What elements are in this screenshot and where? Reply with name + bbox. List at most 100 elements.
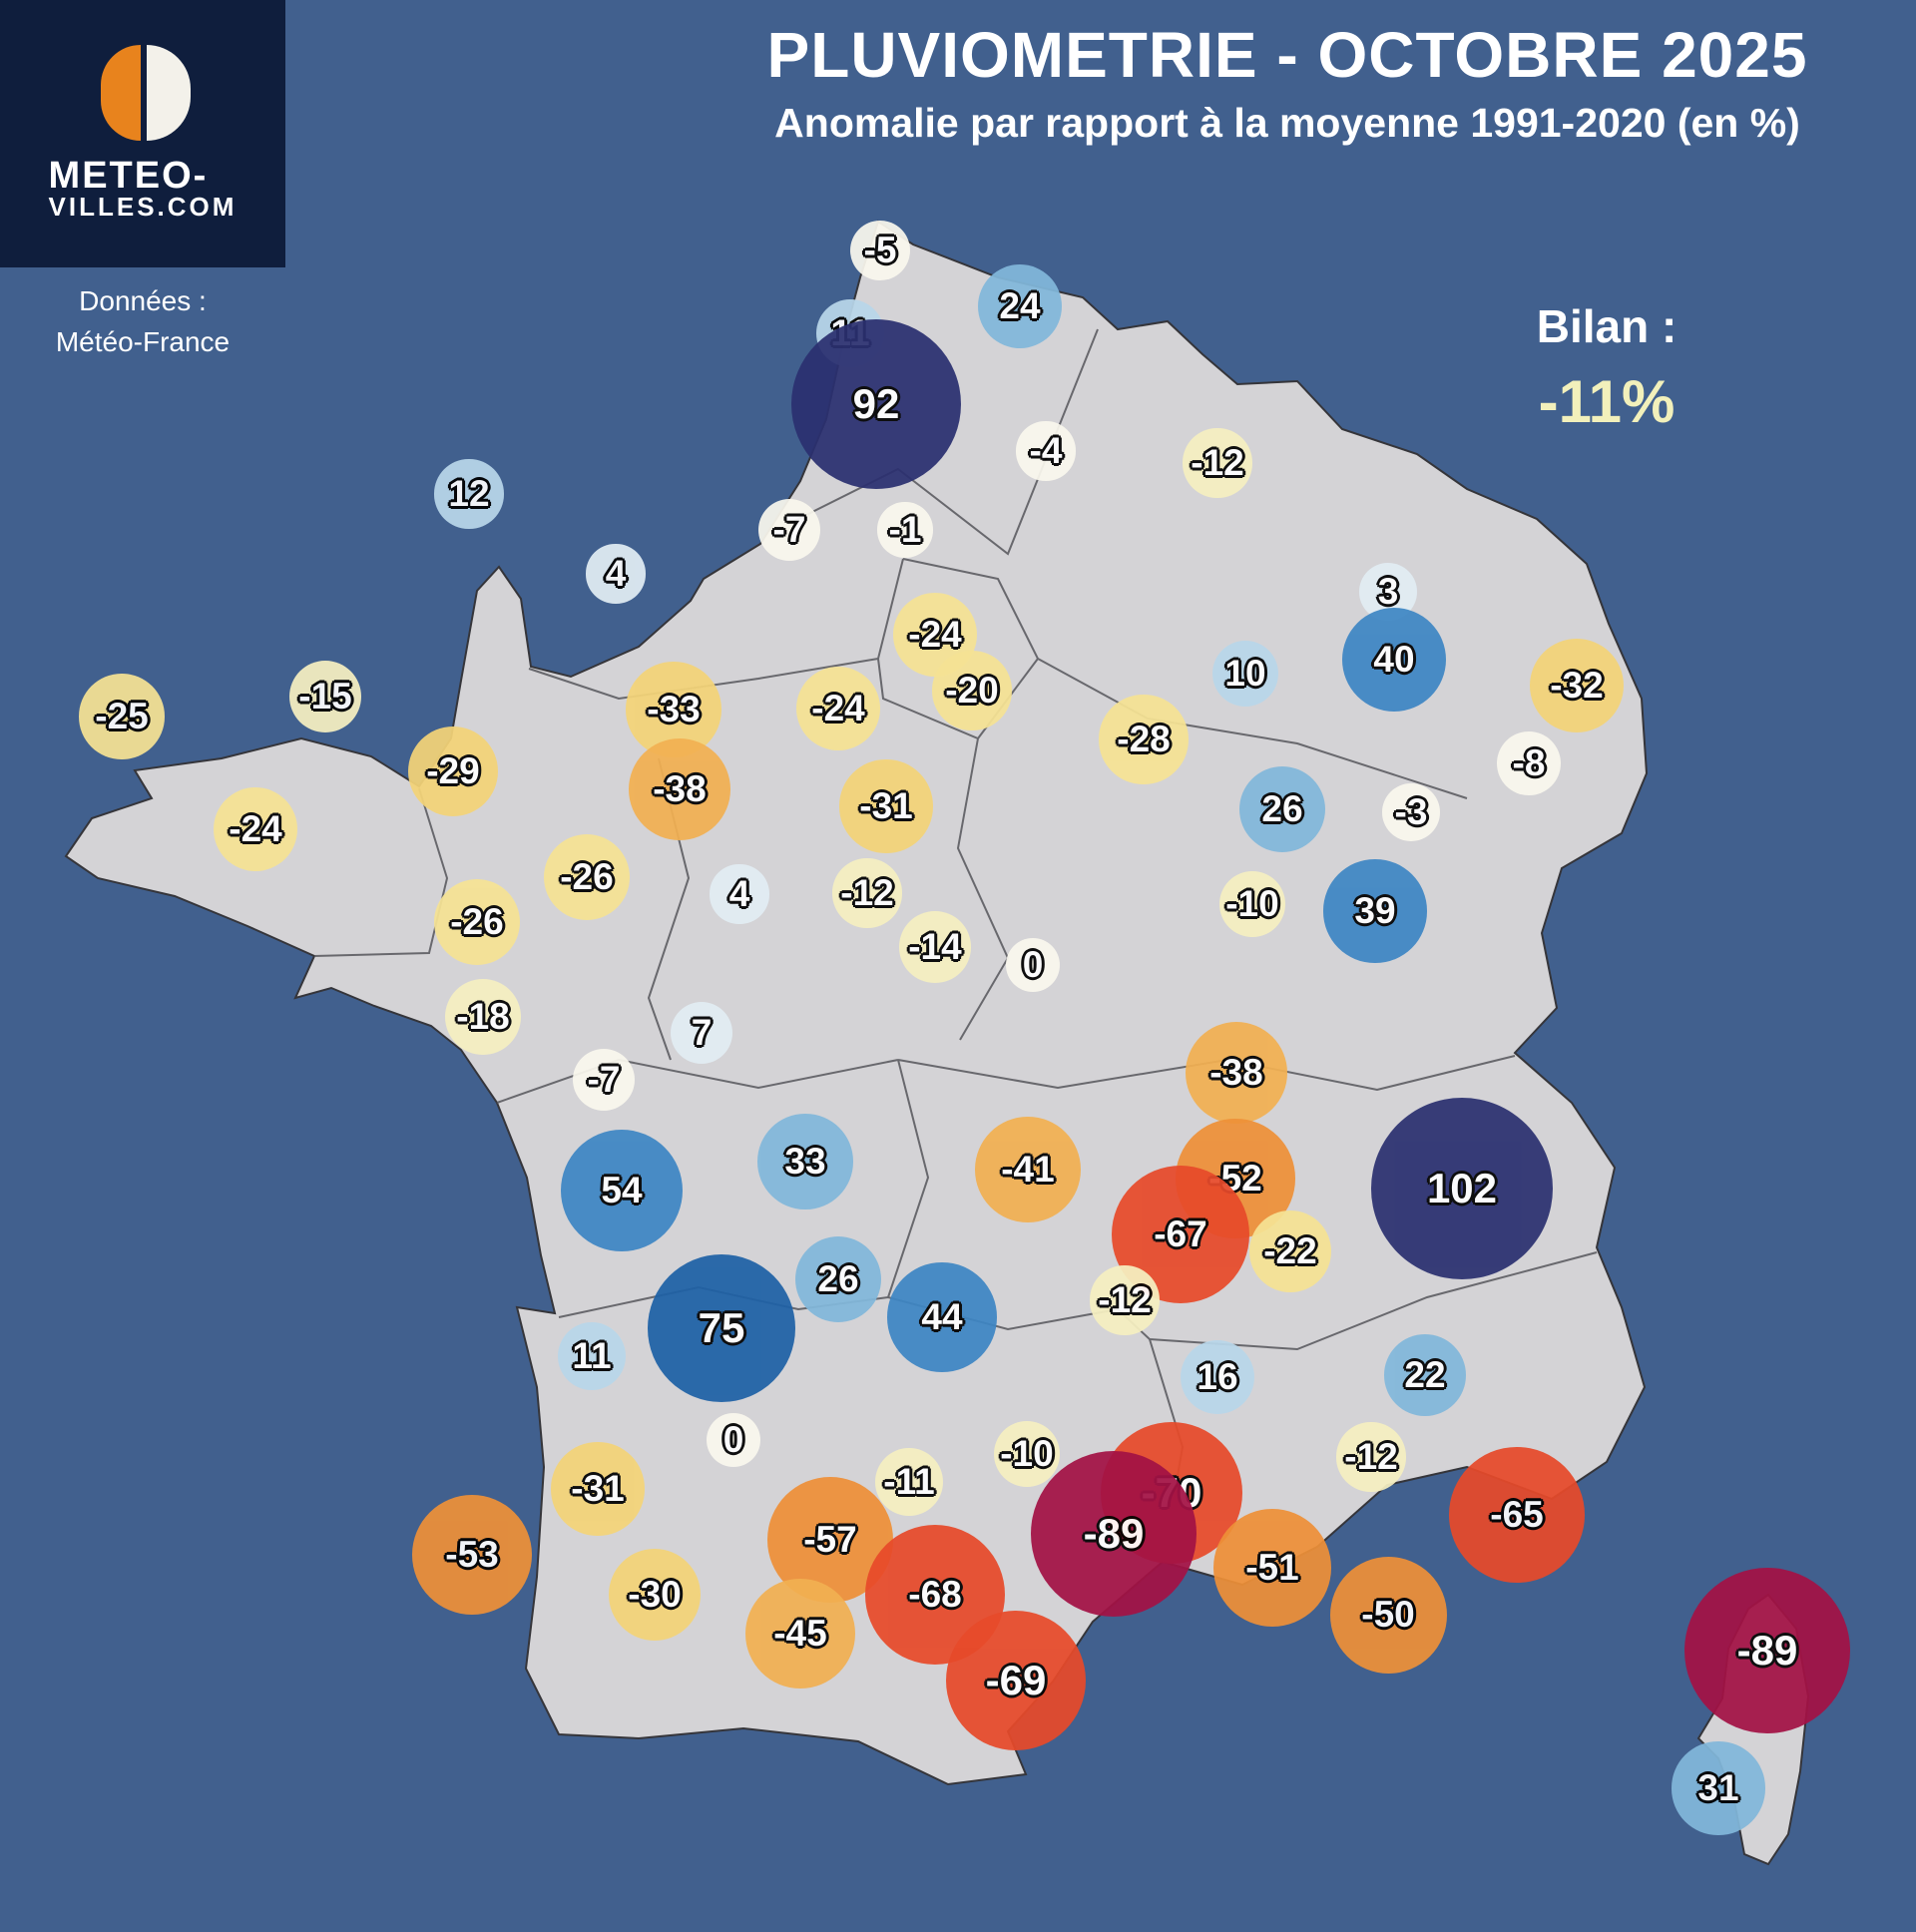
anomaly-value: 75 [698,1304,745,1351]
anomaly-value: -68 [908,1573,962,1615]
anomaly-bubble: -24 [795,666,881,751]
anomaly-value: 44 [921,1295,963,1337]
anomaly-bubble: 26 [794,1235,882,1323]
anomaly-bubble: 54 [560,1129,683,1251]
anomaly-value: 7 [691,1011,713,1053]
anomaly-bubble: -41 [975,1117,1081,1222]
anomaly-value: -89 [1736,1626,1798,1674]
anomaly-value: -12 [1098,1278,1152,1320]
anomaly-bubble: 12 [434,459,504,529]
anomaly-value: -51 [1245,1546,1299,1588]
anomaly-bubble: -20 [932,651,1012,730]
anomaly-bubble: -11 [875,1448,943,1516]
anomaly-bubble: -31 [551,1442,645,1536]
anomaly-value: 26 [817,1257,859,1299]
anomaly-value: -1 [888,508,922,550]
anomaly-bubble: -14 [899,911,971,983]
anomaly-value: -89 [1083,1509,1145,1557]
anomaly-value: -7 [587,1058,621,1100]
anomaly-value: -33 [647,688,701,729]
anomaly-value: -3 [1394,790,1428,832]
anomaly-value: 11 [572,1334,612,1376]
anomaly-value: -12 [1344,1435,1398,1477]
france-outline [64,220,1649,1786]
anomaly-value: -8 [1512,741,1546,783]
anomaly-bubble: -24 [213,786,298,872]
anomaly-bubble: -12 [1336,1422,1406,1492]
anomaly-bubble: 0 [1006,938,1060,992]
bilan-label: Bilan : [1536,300,1677,352]
anomaly-value: 12 [448,472,490,514]
anomaly-value: -29 [426,749,480,791]
anomaly-value: -14 [908,925,962,967]
anomaly-value: -15 [298,675,352,717]
anomaly-bubble: -31 [839,759,933,853]
anomaly-bubble: 31 [1672,1741,1765,1835]
anomaly-value: -30 [628,1573,682,1615]
anomaly-bubble: 11 [558,1322,626,1390]
anomaly-bubble: -22 [1249,1210,1331,1292]
anomaly-value: 31 [1697,1766,1739,1808]
anomaly-bubble: 33 [757,1114,853,1209]
anomaly-bubble: -89 [1030,1450,1198,1618]
anomaly-bubble: -26 [543,833,631,921]
logo-text-line1: METEO- [48,155,209,197]
anomaly-bubble: -1 [877,502,933,558]
anomaly-value: 40 [1373,638,1415,680]
anomaly-value: -57 [803,1518,857,1560]
logo-text-line2: VILLES.COM [48,192,238,222]
anomaly-bubble: 24 [977,263,1063,349]
anomaly-value: 3 [1377,570,1399,612]
data-source: Données : Météo-France [0,281,285,362]
anomaly-bubble: -12 [1183,428,1252,498]
anomaly-value: -4 [1029,429,1063,471]
anomaly-bubble: -25 [79,674,165,759]
anomaly-value: 16 [1197,1355,1238,1397]
anomaly-value: -31 [859,784,913,826]
anomaly-value: -45 [773,1612,827,1654]
anomaly-value: -5 [863,229,897,270]
anomaly-bubble: -12 [832,858,902,928]
logo-orange-half [101,45,141,141]
anomaly-value: -65 [1490,1493,1544,1535]
anomaly-value: -50 [1361,1594,1415,1635]
anomaly-bubble: -69 [945,1610,1087,1751]
anomaly-value: 54 [601,1169,643,1210]
anomaly-bubble: -5 [849,220,911,281]
anomaly-value: -20 [945,669,999,711]
anomaly-value: 0 [722,1419,744,1460]
anomaly-bubble: -28 [1099,695,1189,784]
anomaly-value: -25 [95,696,149,736]
anomaly-value: 4 [728,872,750,914]
anomaly-value: -26 [560,855,614,897]
anomaly-bubble: -45 [744,1578,856,1690]
anomaly-value: -41 [1001,1148,1055,1190]
anomaly-bubble: -65 [1449,1447,1585,1583]
anomaly-value: 0 [1022,944,1044,985]
meteo-villes-logo-icon [95,45,191,141]
anomaly-bubble: 16 [1180,1339,1255,1415]
anomaly-value: -31 [571,1467,625,1509]
logo-white-half [147,45,191,141]
anomaly-bubble: 40 [1341,607,1447,713]
anomaly-bubble: -38 [1186,1022,1287,1124]
anomaly-bubble: 4 [710,864,769,924]
anomaly-bubble: -51 [1212,1508,1332,1628]
anomaly-value: -24 [811,687,865,728]
anomaly-value: 33 [784,1140,826,1182]
anomaly-bubble: -18 [444,978,522,1056]
data-source-value: Météo-France [55,325,231,357]
anomaly-bubble: -53 [411,1494,533,1616]
anomaly-bubble: -15 [288,660,362,733]
anomaly-bubble: -50 [1329,1556,1447,1674]
page-subtitle: Anomalie par rapport à la moyenne 1991-2… [774,100,1800,146]
anomaly-value: -38 [653,767,707,809]
header: PLUVIOMETRIE - OCTOBRE 2025 Anomalie par… [679,18,1896,147]
anomaly-value: -38 [1209,1051,1263,1093]
anomaly-bubble: -29 [407,725,499,817]
anomaly-value: -67 [1154,1212,1207,1254]
anomaly-bubble: -3 [1382,783,1440,841]
anomaly-bubble: 22 [1384,1334,1466,1416]
